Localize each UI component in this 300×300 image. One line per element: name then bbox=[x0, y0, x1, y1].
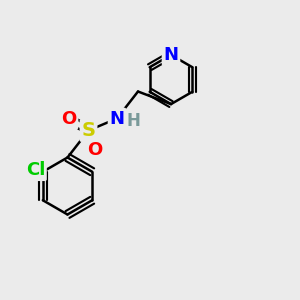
Text: N: N bbox=[110, 110, 124, 128]
Text: O: O bbox=[61, 110, 76, 128]
Text: O: O bbox=[87, 141, 102, 159]
Text: N: N bbox=[164, 46, 178, 64]
Text: H: H bbox=[127, 112, 140, 130]
Text: Cl: Cl bbox=[26, 161, 45, 179]
Text: S: S bbox=[82, 121, 95, 140]
